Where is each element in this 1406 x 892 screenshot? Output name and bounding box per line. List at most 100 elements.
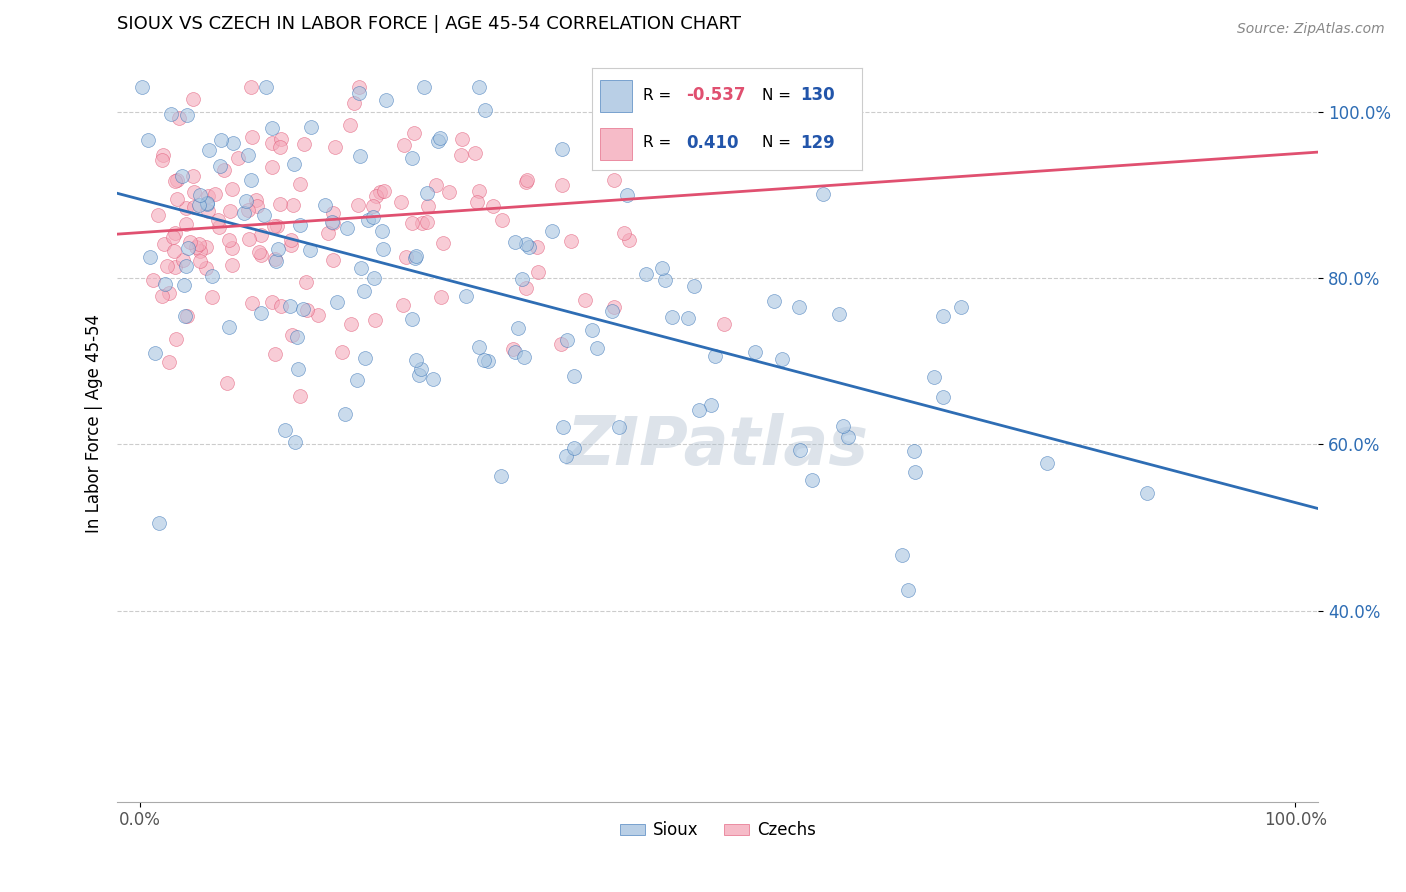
- Point: [828, 307, 851, 321]
- Point: [837, 430, 859, 444]
- Point: [402, 127, 425, 141]
- Legend: Sioux, Czechs: Sioux, Czechs: [613, 814, 823, 847]
- Point: [468, 80, 491, 95]
- Point: [288, 389, 311, 403]
- Point: [173, 277, 195, 292]
- Point: [152, 153, 174, 167]
- Point: [603, 172, 626, 186]
- Point: [146, 208, 169, 222]
- Point: [280, 328, 302, 343]
- Point: [266, 219, 288, 233]
- Point: [294, 275, 316, 289]
- Point: [188, 237, 211, 252]
- Point: [260, 136, 283, 150]
- Point: [932, 310, 955, 324]
- Point: [422, 372, 444, 386]
- Point: [194, 261, 217, 276]
- Point: [263, 219, 285, 233]
- Point: [176, 259, 198, 273]
- Point: [188, 244, 211, 258]
- Point: [181, 169, 204, 184]
- Point: [603, 300, 626, 314]
- Point: [250, 227, 273, 242]
- Point: [800, 474, 823, 488]
- Point: [246, 199, 269, 213]
- Point: [316, 226, 339, 240]
- Point: [922, 370, 945, 384]
- Point: [136, 133, 159, 147]
- Point: [184, 239, 207, 253]
- Point: [503, 235, 526, 250]
- Point: [157, 286, 180, 301]
- Point: [333, 408, 356, 422]
- Point: [683, 278, 706, 293]
- Point: [314, 198, 336, 212]
- Point: [661, 310, 683, 324]
- Point: [482, 199, 505, 213]
- Point: [465, 194, 488, 209]
- Point: [526, 240, 548, 254]
- Point: [162, 229, 184, 244]
- Point: [267, 242, 290, 256]
- Point: [236, 147, 259, 161]
- Point: [250, 248, 273, 262]
- Point: [167, 111, 190, 125]
- Point: [280, 233, 302, 247]
- Point: [516, 173, 538, 187]
- Point: [897, 582, 920, 597]
- Point: [204, 187, 226, 202]
- Point: [166, 173, 188, 187]
- Point: [131, 80, 153, 95]
- Point: [188, 254, 211, 268]
- Point: [260, 120, 283, 135]
- Point: [415, 215, 437, 229]
- Point: [163, 226, 186, 240]
- Text: SIOUX VS CZECH IN LABOR FORCE | AGE 45-54 CORRELATION CHART: SIOUX VS CZECH IN LABOR FORCE | AGE 45-5…: [117, 15, 741, 33]
- Point: [700, 398, 723, 412]
- Point: [468, 184, 491, 198]
- Point: [148, 516, 170, 530]
- Point: [949, 300, 972, 314]
- Point: [1136, 486, 1159, 500]
- Point: [676, 310, 699, 325]
- Point: [564, 442, 586, 456]
- Point: [551, 142, 574, 156]
- Point: [214, 163, 236, 178]
- Point: [195, 196, 218, 211]
- Point: [585, 341, 607, 355]
- Point: [1035, 456, 1057, 470]
- Point: [172, 169, 194, 184]
- Point: [150, 288, 173, 302]
- Point: [274, 423, 297, 437]
- Point: [285, 329, 308, 343]
- Point: [138, 251, 160, 265]
- Point: [411, 362, 433, 376]
- Point: [373, 184, 395, 198]
- Point: [356, 213, 378, 227]
- Point: [156, 260, 179, 274]
- Point: [264, 347, 287, 361]
- Point: [401, 216, 423, 230]
- Point: [183, 201, 205, 215]
- Point: [292, 301, 315, 316]
- Point: [166, 332, 188, 346]
- Point: [260, 161, 283, 175]
- Point: [581, 323, 603, 337]
- Point: [270, 299, 292, 313]
- Point: [363, 199, 385, 213]
- Point: [574, 293, 596, 307]
- Point: [616, 188, 638, 202]
- Point: [405, 249, 427, 263]
- Point: [298, 243, 321, 257]
- Point: [515, 281, 537, 295]
- Point: [395, 250, 418, 264]
- Point: [454, 289, 477, 303]
- Point: [218, 203, 240, 218]
- Point: [181, 92, 204, 106]
- Point: [297, 303, 319, 318]
- Point: [201, 289, 224, 303]
- Point: [688, 402, 710, 417]
- Point: [249, 306, 271, 320]
- Y-axis label: In Labor Force | Age 45-54: In Labor Force | Age 45-54: [86, 314, 103, 533]
- Point: [163, 244, 186, 258]
